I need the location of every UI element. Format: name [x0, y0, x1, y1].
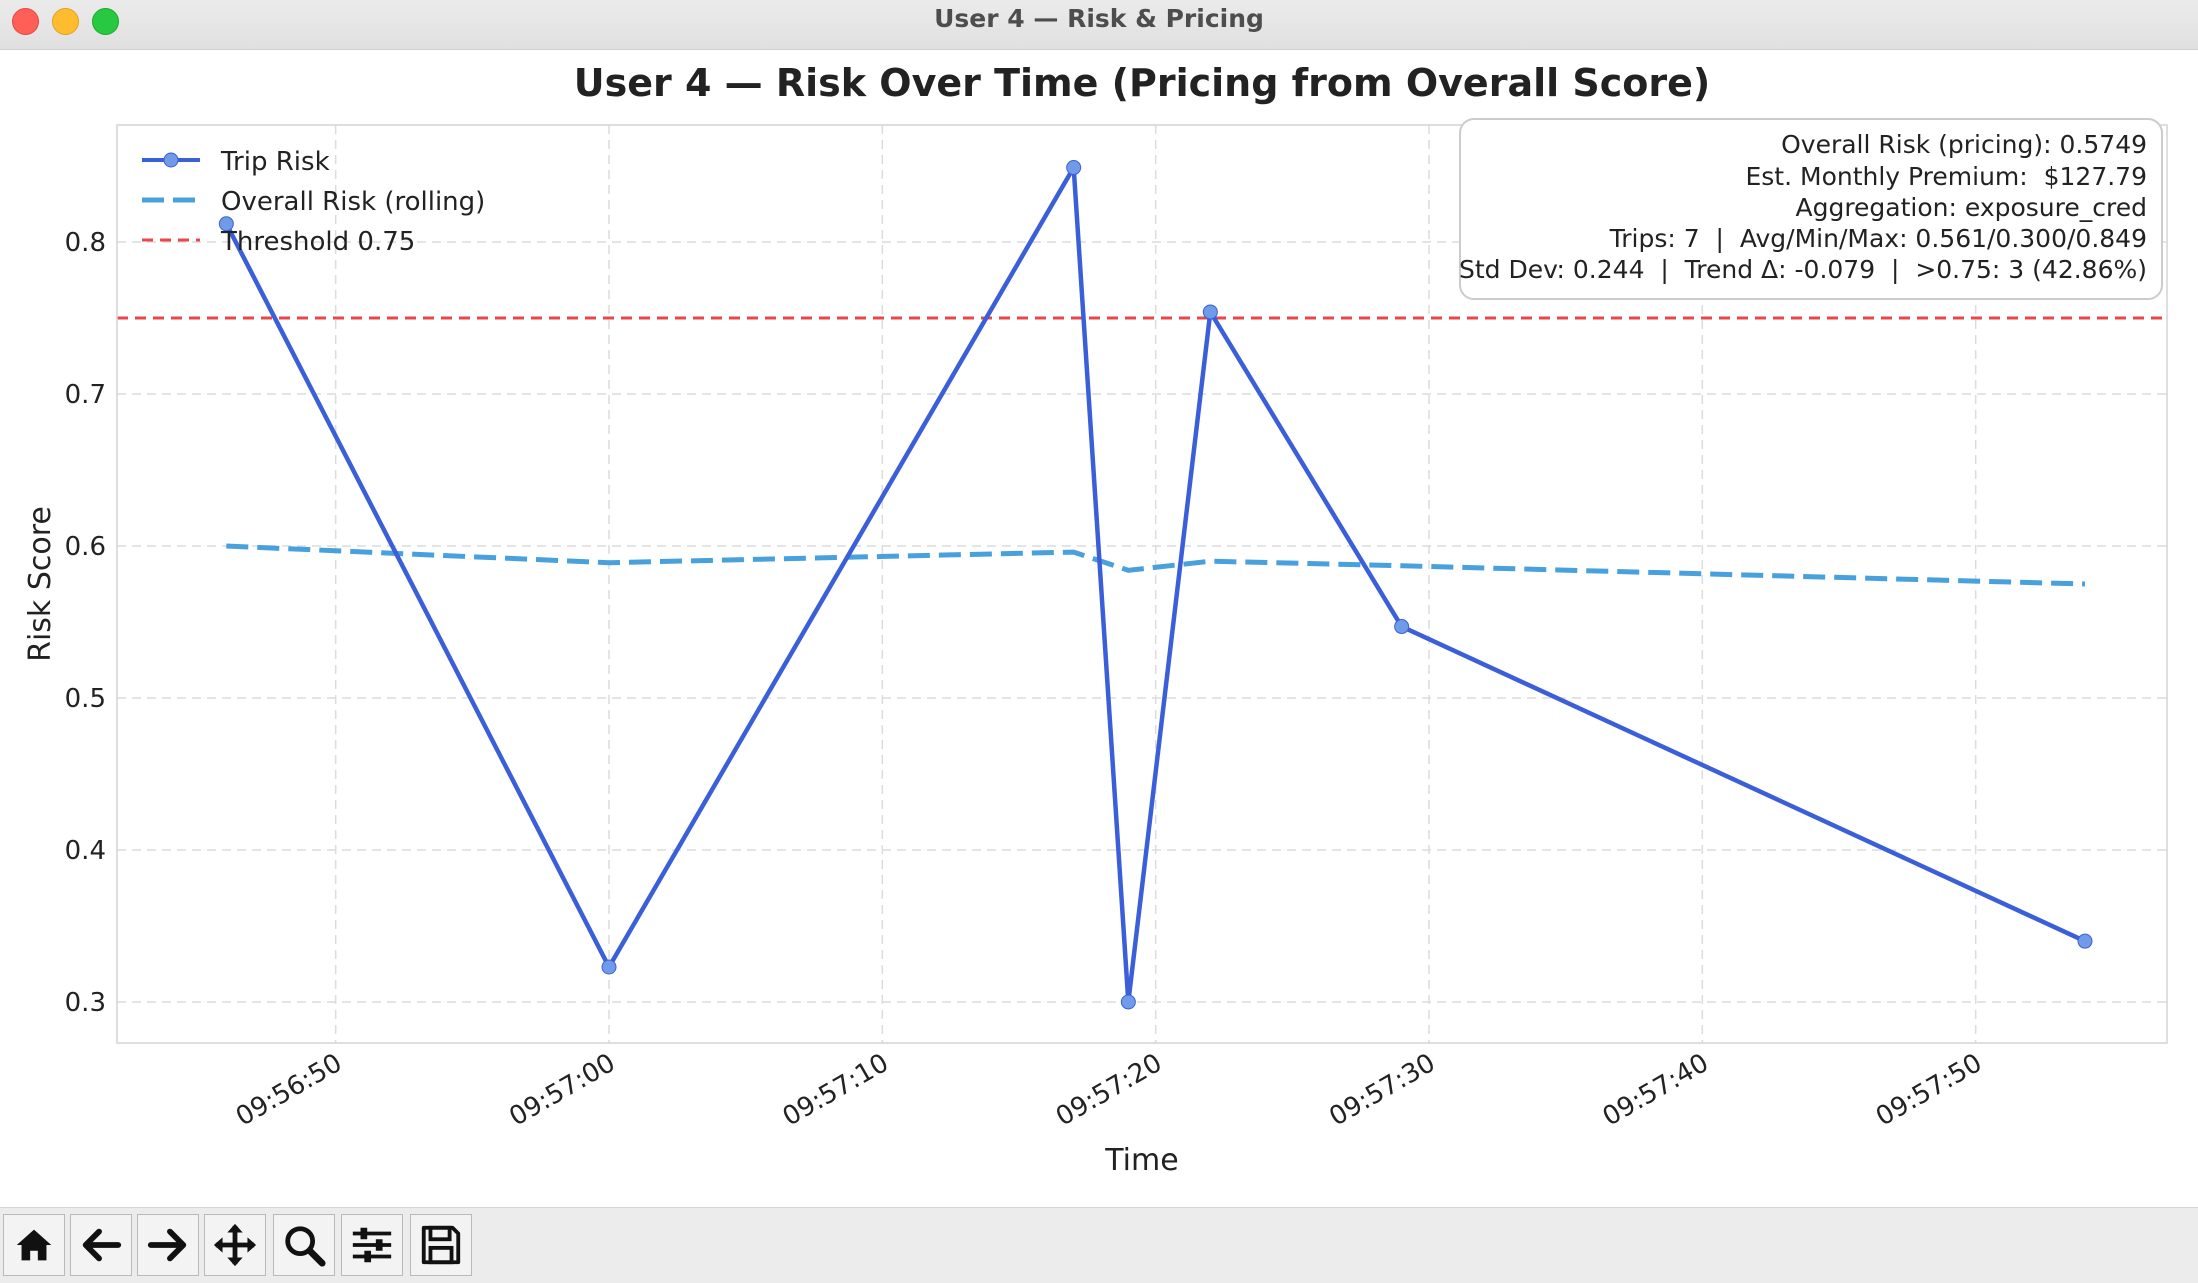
pan-button[interactable]: [204, 1214, 266, 1276]
overall-risk-rolling-line: [226, 543, 2086, 587]
x-tick-label-3: 09:57:20: [1051, 1048, 1167, 1132]
series-layer: [218, 160, 2093, 1010]
home-icon: [16, 1229, 52, 1261]
minimize-window-button[interactable]: [52, 8, 79, 35]
legend-trip-risk-marker: [163, 152, 179, 168]
grid-lines: [117, 125, 2167, 1043]
annotation-trip-stats: Trips: 7 | Avg/Min/Max: 0.561/0.300/0.84…: [1609, 224, 2147, 253]
close-window-button[interactable]: [12, 8, 39, 35]
annotation-premium: Est. Monthly Premium: $127.79: [1745, 162, 2147, 191]
annotation-frame: [1459, 118, 2163, 300]
zoom-button[interactable]: [273, 1214, 335, 1276]
configure-subplots-icon: [352, 1227, 392, 1263]
trip-risk-point-0: [218, 216, 234, 232]
maximize-window-button[interactable]: [92, 8, 119, 35]
risk-chart: 09:56:50 09:57:00 09:57:10 09:57:20 09:57:30…: [23, 61, 2168, 1178]
y-tick-label-1: 0.4: [65, 836, 106, 866]
window-title: User 4 — Risk & Pricing: [934, 4, 1264, 33]
x-tick-label-1: 09:57:00: [504, 1048, 620, 1132]
trip-risk-point-2: [1066, 160, 1082, 176]
save-icon: [421, 1225, 461, 1265]
forward-arrow-icon: [147, 1228, 187, 1262]
legend-overall-risk-label: Overall Risk (rolling): [221, 187, 485, 217]
legend-threshold-label: Threshold 0.75: [220, 227, 415, 257]
legend-trip-risk-label: Trip Risk: [220, 147, 330, 177]
plot-frame: [116, 124, 2168, 1044]
x-axis-label: Time: [1104, 1143, 1178, 1178]
x-tick-label-6: 09:57:50: [1871, 1048, 1987, 1132]
navigation-toolbar: [0, 1207, 2198, 1283]
y-tick-label-0: 0.3: [65, 988, 106, 1018]
window-titlebar: User 4 — Risk & Pricing: [0, 0, 2198, 50]
y-tick-label-3: 0.6: [65, 532, 106, 562]
y-tick-label-2: 0.5: [65, 684, 106, 714]
zoom-icon: [285, 1226, 326, 1267]
x-tick-label-5: 09:57:40: [1598, 1048, 1714, 1132]
pan-icon: [213, 1223, 257, 1267]
trip-risk-point-5: [1394, 619, 1410, 635]
x-tick-label-2: 09:57:10: [778, 1048, 894, 1132]
trip-risk-point-6: [2077, 933, 2093, 949]
figure-canvas: 09:56:50 09:57:00 09:57:10 09:57:20 09:57:30…: [0, 50, 2198, 1207]
annotation-aggregation: Aggregation: exposure_cred: [1795, 193, 2147, 222]
chart-title: User 4 — Risk Over Time (Pricing from Ov…: [574, 61, 1711, 105]
trip-risk-point-1: [601, 959, 617, 975]
trip-risk-point-4: [1202, 304, 1218, 320]
save-button[interactable]: [410, 1214, 472, 1276]
tick-labels: 09:56:50 09:57:00 09:57:10 09:57:20 09:57:30…: [65, 228, 1988, 1132]
trip-risk-point-3: [1120, 994, 1136, 1010]
y-tick-label-5: 0.8: [65, 228, 106, 258]
forward-button[interactable]: [137, 1214, 199, 1276]
home-button[interactable]: [3, 1214, 65, 1276]
y-tick-label-4: 0.7: [65, 380, 106, 410]
legend: Trip Risk Overall Risk (rolling) Thresho…: [142, 147, 485, 257]
x-tick-label-4: 09:57:30: [1324, 1048, 1440, 1132]
annotation-overall-risk: Overall Risk (pricing): 0.5749: [1781, 130, 2147, 159]
x-tick-label-0: 09:56:50: [231, 1048, 347, 1132]
back-arrow-icon: [82, 1228, 122, 1262]
y-axis-label: Risk Score: [23, 506, 58, 662]
configure-subplots-button[interactable]: [341, 1214, 403, 1276]
annotation-std-trend: Std Dev: 0.244 | Trend Δ: -0.079 | >0.75…: [1459, 255, 2147, 284]
summary-annotation-box: Overall Risk (pricing): 0.5749 Est. Mont…: [1459, 118, 2163, 300]
back-button[interactable]: [70, 1214, 132, 1276]
